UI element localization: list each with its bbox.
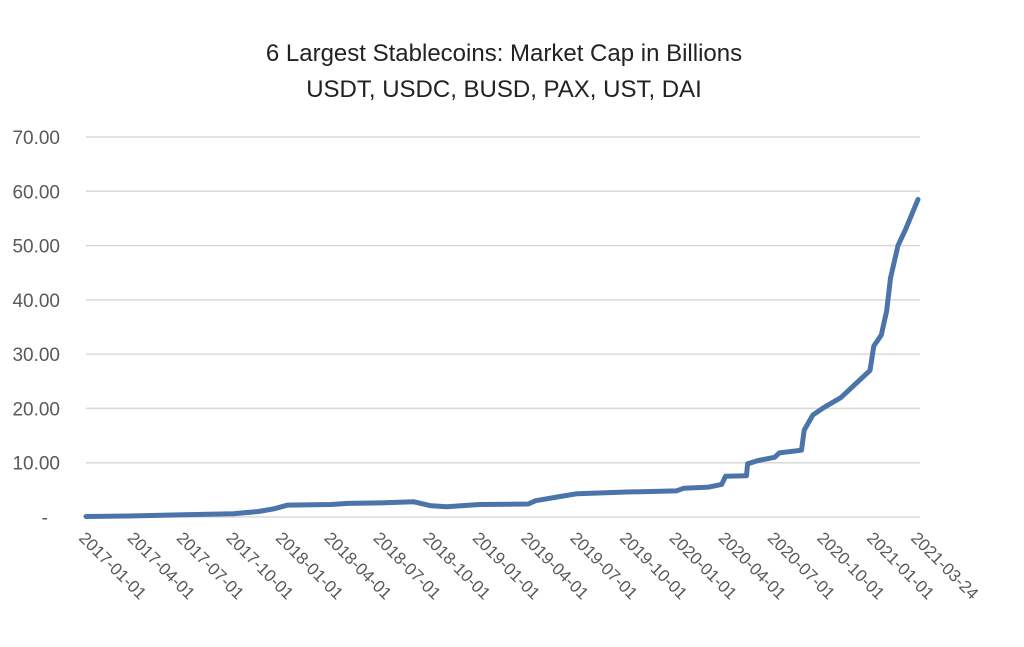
y-tick-label: 50.00 [12,237,60,258]
chart-subtitle: USDT, USDC, BUSD, PAX, UST, DAI [306,76,702,103]
series-line [83,196,921,519]
y-tick-label: 30.00 [12,345,60,366]
y-tick-label: 70.00 [12,128,60,149]
y-tick-label: 40.00 [12,291,60,312]
y-tick-label: 20.00 [12,399,60,420]
chart-title: 6 Largest Stablecoins: Market Cap in Bil… [266,40,742,67]
y-tick-label: 10.00 [12,454,60,475]
y-tick-label: 60.00 [12,182,60,203]
y-tick-label: - [42,508,48,529]
